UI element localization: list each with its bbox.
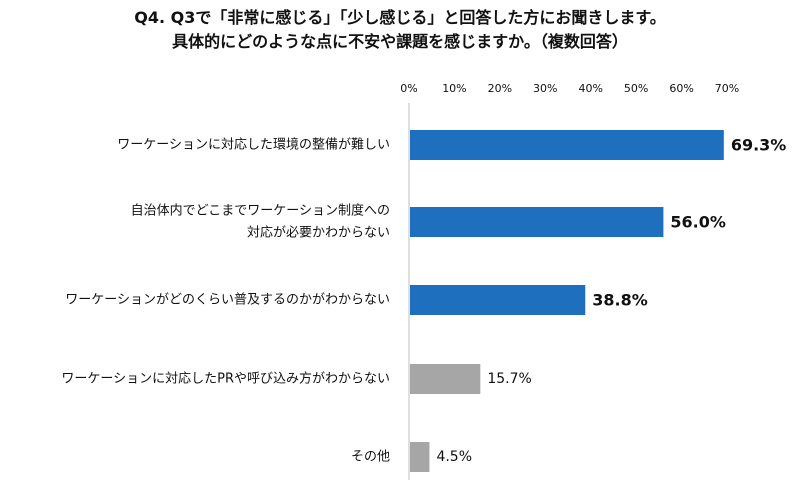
category-label: ワーケーションに対応した環境の整備が難しい <box>117 137 390 153</box>
category-label: 自治体内でどこまでワーケーション制度への <box>131 203 390 219</box>
chart-title-line-2: 具体的にどのような点に不安や課題を感じますか。（複数回答） <box>172 32 628 51</box>
bar <box>410 285 586 315</box>
bar <box>410 442 430 472</box>
x-tick-label: 0% <box>400 82 417 95</box>
x-tick-label: 50% <box>624 82 648 95</box>
value-label: 15.7% <box>487 371 531 387</box>
x-tick-label: 10% <box>442 82 466 95</box>
x-tick-label: 60% <box>669 82 693 95</box>
x-tick-label: 20% <box>488 82 512 95</box>
x-tick-label: 70% <box>715 82 739 95</box>
bar <box>410 207 664 237</box>
chart-title-line-1: Q4. Q3で「非常に感じる」「少し感じる」と回答した方にお聞きします。 <box>134 8 666 27</box>
category-label: 対応が必要かわからない <box>247 226 390 241</box>
value-label: 56.0% <box>670 213 726 232</box>
bar <box>410 130 724 160</box>
value-label: 4.5% <box>436 449 472 465</box>
x-tick-label: 30% <box>533 82 557 95</box>
category-label: ワーケーションに対応したPRや呼び込み方がわからない <box>61 371 390 387</box>
bar <box>410 364 481 394</box>
value-label: 69.3% <box>731 136 787 155</box>
category-label: ワーケーションがどのくらい普及するのかがわからない <box>65 293 390 308</box>
value-label: 38.8% <box>592 291 648 310</box>
chart-title: Q4. Q3で「非常に感じる」「少し感じる」と回答した方にお聞きします。 具体的… <box>0 6 800 54</box>
x-tick-label: 40% <box>578 82 602 95</box>
category-label: その他 <box>351 450 390 465</box>
